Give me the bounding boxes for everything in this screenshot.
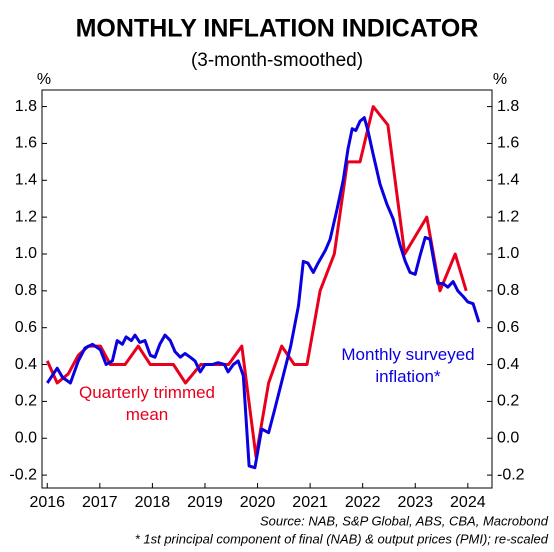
- x-tick-label: 2019: [187, 494, 223, 511]
- x-tick-label: 2018: [135, 494, 171, 511]
- y2-tick-label: 0.8: [497, 282, 519, 299]
- x-tick-label: 2021: [292, 494, 328, 511]
- x-tick-label: 2020: [240, 494, 276, 511]
- y-tick-label: 0.0: [15, 429, 37, 446]
- y-tick-label: 1.8: [15, 98, 37, 115]
- y-tick-label: 1.2: [15, 208, 37, 225]
- y-tick-label: -0.2: [9, 466, 37, 483]
- y2-tick-label: 0.2: [497, 393, 519, 410]
- y2-tick-label: 1.6: [497, 135, 519, 152]
- y2-tick-label: 0.0: [497, 429, 519, 446]
- y-tick-label: 1.4: [15, 172, 37, 189]
- x-tick-label: 2017: [82, 494, 118, 511]
- y2-tick-label: 1.8: [497, 98, 519, 115]
- y-axis-unit: %: [37, 71, 51, 88]
- y-tick-label: 1.6: [15, 135, 37, 152]
- y-tick-label: 0.4: [15, 356, 37, 373]
- y-tick-label: 0.6: [15, 319, 37, 336]
- y2-tick-label: 1.0: [497, 245, 519, 262]
- x-tick-label: 2024: [450, 494, 486, 511]
- source-note: Source: NAB, S&P Global, ABS, CBA, Macro…: [260, 513, 549, 528]
- plot-frame: [41, 89, 493, 489]
- series-line: [45, 105, 468, 459]
- x-tick-label: 2022: [345, 494, 381, 511]
- series-line: [46, 116, 481, 470]
- y2-tick-label: 1.4: [497, 172, 519, 189]
- chart-title: MONTHLY INFLATION INDICATOR: [76, 15, 479, 43]
- series-label: Quarterly trimmed mean: [78, 383, 216, 424]
- x-tick-label: 2016: [29, 494, 65, 511]
- y-tick-label: 1.0: [15, 245, 37, 262]
- y2-tick-label: 1.2: [497, 208, 519, 225]
- y2-axis-unit: %: [493, 71, 507, 88]
- y2-tick-label: 0.4: [497, 356, 519, 373]
- y-tick-label: 0.2: [15, 393, 37, 410]
- chart-subtitle: (3-month-smoothed): [191, 50, 363, 71]
- footnote: * 1st principal component of final (NAB)…: [135, 531, 549, 546]
- series-label: Monthly surveyed inflation*: [341, 345, 475, 386]
- y-tick-label: 0.8: [15, 282, 37, 299]
- x-tick-label: 2023: [397, 494, 433, 511]
- y2-tick-label: -0.2: [497, 466, 525, 483]
- y2-tick-label: 0.6: [497, 319, 519, 336]
